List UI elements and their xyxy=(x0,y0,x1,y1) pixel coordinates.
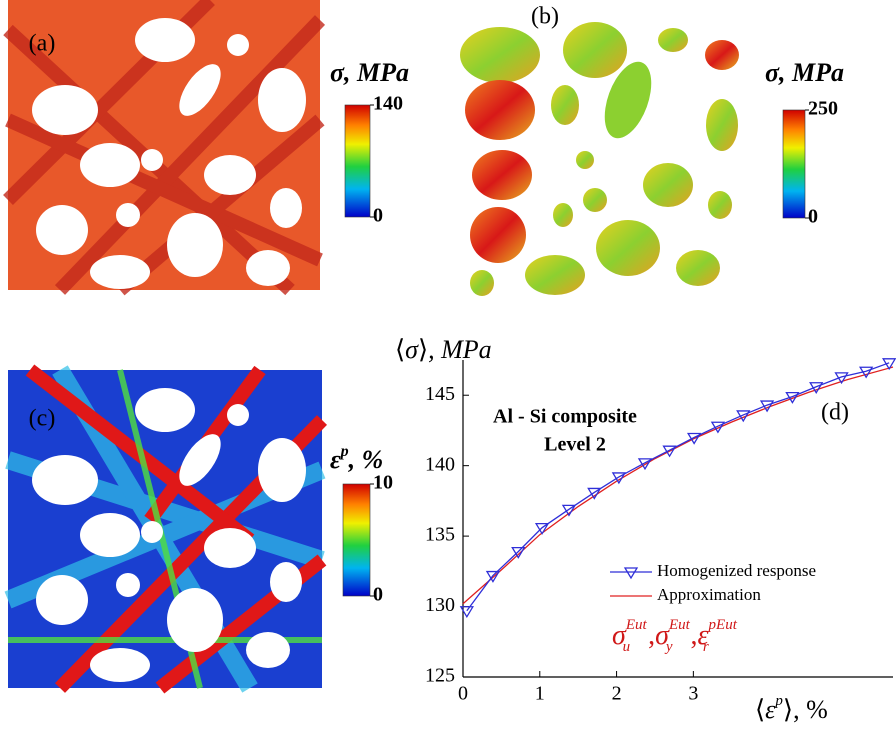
x-tick-label: 1 xyxy=(535,683,545,705)
y-tick-label: 125 xyxy=(425,665,455,687)
y-tick-label: 140 xyxy=(425,453,455,475)
text-part: p xyxy=(339,443,349,460)
text-part: , MPa xyxy=(343,58,409,87)
text-part: , % xyxy=(793,695,828,724)
text-part: r xyxy=(703,639,709,655)
stress-field-b xyxy=(460,22,739,296)
text-part: , MPa xyxy=(778,58,844,87)
panel-label: (a) xyxy=(29,31,56,57)
panel-label: (c) xyxy=(29,406,56,432)
colorbar-tick-label: 10 xyxy=(373,472,393,494)
text-part: pEut xyxy=(708,617,738,633)
text-part: , xyxy=(648,620,655,651)
colorbar-title: σ, MPa xyxy=(330,58,409,87)
legend-label: Approximation xyxy=(657,585,761,604)
text-part: Eut xyxy=(668,617,691,633)
y-tick-label: 135 xyxy=(425,524,455,546)
colorbar xyxy=(343,484,370,596)
text-part: , MPa xyxy=(428,335,492,364)
colorbar xyxy=(783,110,805,218)
text-part: ⟩ xyxy=(783,695,793,724)
text-part: y xyxy=(664,639,673,655)
text-part: ε xyxy=(330,445,341,474)
y-axis-label: ⟨σ⟩, MPa xyxy=(395,335,492,364)
colorbar-tick-label: 0 xyxy=(373,584,383,606)
text-part: ⟩ xyxy=(418,335,428,364)
x-tick-label: 0 xyxy=(458,683,468,705)
panel-label: (b) xyxy=(531,4,559,30)
y-tick-label: 130 xyxy=(425,594,455,616)
y-tick-label: 145 xyxy=(425,383,455,405)
colorbar-tick-label: 250 xyxy=(808,98,838,120)
text-part: σ xyxy=(765,58,780,87)
colorbar-title: σ, MPa xyxy=(765,58,844,87)
text-part: σ xyxy=(330,58,345,87)
panel-label: (d) xyxy=(821,400,849,426)
legend-marker xyxy=(625,568,637,578)
figure: (a)σ, MPa0140(b)σ, MPa0250(c)εp, %010125… xyxy=(0,0,896,738)
annotation: Al - Si composite xyxy=(493,406,637,428)
legend-label: Homogenized response xyxy=(657,561,816,580)
text-part: ⟨ xyxy=(395,335,405,364)
text-part: ⟨ xyxy=(755,695,765,724)
text-part: , % xyxy=(348,445,384,474)
text-part: Eut xyxy=(625,617,648,633)
colorbar-tick-label: 140 xyxy=(373,93,403,115)
colorbar-tick-label: 0 xyxy=(373,205,383,227)
colorbar xyxy=(345,105,370,217)
text-part: u xyxy=(623,639,631,655)
x-tick-label: 2 xyxy=(612,683,622,705)
colorbar-tick-label: 0 xyxy=(808,206,818,228)
annotation: Level 2 xyxy=(544,434,606,456)
text-part: , xyxy=(690,620,697,651)
x-tick-label: 3 xyxy=(688,683,698,705)
colorbar-title: εp, % xyxy=(330,443,383,474)
x-axis-label: ⟨εp⟩, % xyxy=(755,693,828,724)
